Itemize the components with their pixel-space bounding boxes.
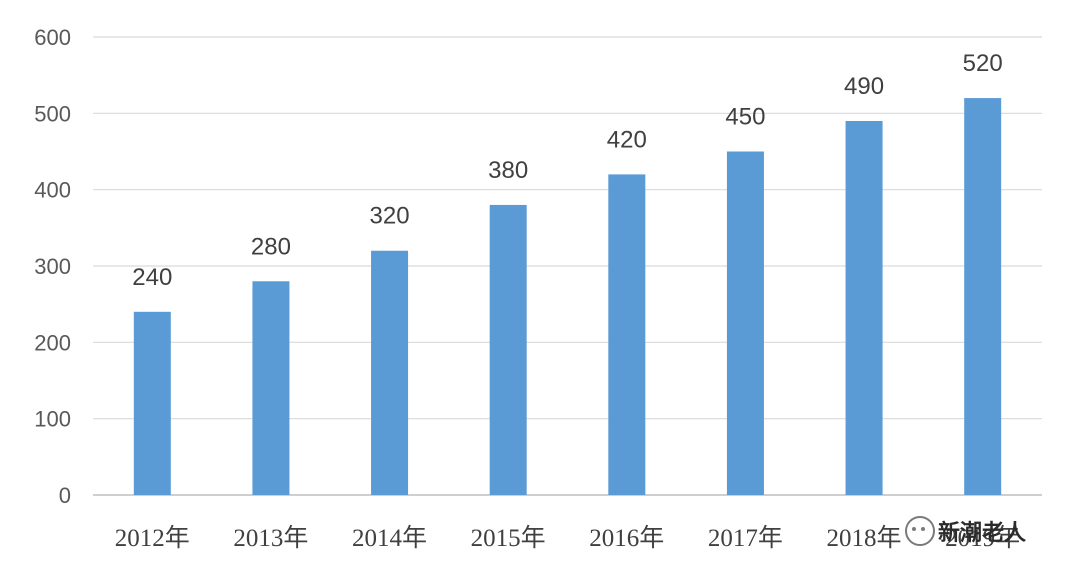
wechat-icon xyxy=(905,516,935,546)
bars xyxy=(133,98,1002,496)
data-labels: 240 280 320 380 420 450 490 520 xyxy=(132,50,1002,291)
y-tick-label: 400 xyxy=(34,178,71,203)
x-tick-label: 2012年 xyxy=(115,524,190,552)
bar xyxy=(964,98,1002,496)
bar xyxy=(489,204,527,495)
wechat-icon-eye-left xyxy=(912,527,916,531)
y-tick-label: 600 xyxy=(34,25,71,50)
y-tick-label: 500 xyxy=(34,101,71,126)
bar xyxy=(133,311,171,495)
bar xyxy=(252,281,290,495)
y-tick-label: 0 xyxy=(59,483,71,508)
data-label: 520 xyxy=(963,50,1003,77)
bar xyxy=(371,250,409,495)
watermark-text: 新潮老人 xyxy=(938,520,1026,546)
x-axis-ticks: 2012年 2013年 2014年 2015年 2016年 2017年 2018年 2019年 xyxy=(115,524,1020,552)
gridlines xyxy=(93,36,1042,496)
data-label: 280 xyxy=(251,233,291,260)
y-tick-label: 100 xyxy=(34,407,71,432)
data-label: 380 xyxy=(488,157,528,184)
data-label: 320 xyxy=(370,203,410,230)
y-tick-label: 300 xyxy=(34,254,71,279)
data-label: 240 xyxy=(132,264,172,291)
x-tick-label: 2015年 xyxy=(471,524,546,552)
x-tick-label: 2016年 xyxy=(589,524,664,552)
bar xyxy=(726,151,764,495)
x-tick-label: 2017年 xyxy=(708,524,783,552)
bar xyxy=(845,120,883,495)
y-axis-ticks: 0 100 200 300 400 500 600 xyxy=(34,25,71,508)
data-label: 420 xyxy=(607,126,647,153)
bar xyxy=(608,174,646,495)
x-tick-label: 2019年 xyxy=(945,524,1020,552)
y-tick-label: 200 xyxy=(34,330,71,355)
x-tick-label: 2013年 xyxy=(233,524,308,552)
data-label: 450 xyxy=(725,104,765,131)
data-label: 490 xyxy=(844,73,884,100)
watermark: 新潮老人 xyxy=(905,516,1026,546)
wechat-icon-eye-right xyxy=(921,527,925,531)
x-tick-label: 2018年 xyxy=(827,524,902,552)
x-tick-label: 2014年 xyxy=(352,524,427,552)
